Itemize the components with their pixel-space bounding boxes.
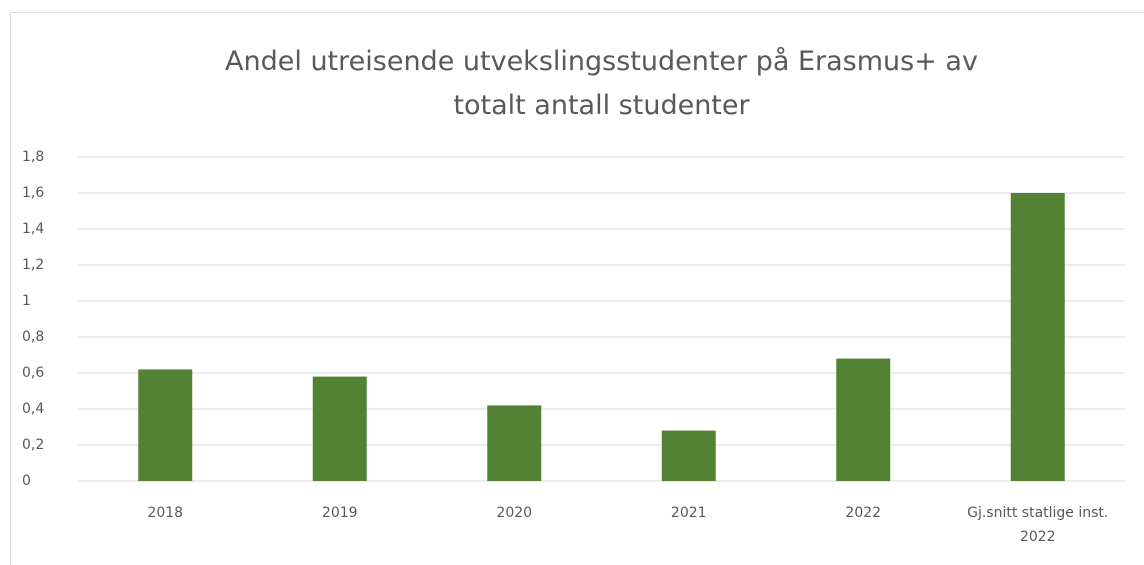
y-tick-label: 0,8 — [22, 329, 44, 345]
bar — [836, 358, 891, 481]
y-tick-label: 1,2 — [22, 257, 44, 273]
x-tick-label: 2020 — [496, 505, 533, 521]
y-tick-label: 0,6 — [22, 365, 44, 381]
y-tick-label: 1,4 — [22, 221, 44, 237]
bar — [138, 369, 193, 481]
x-tick-label: 2021 — [670, 505, 707, 521]
bar — [487, 405, 542, 481]
y-tick-label: 1,8 — [22, 149, 44, 165]
y-tick-label: 0,2 — [22, 437, 44, 453]
x-tick-label: 2018 — [147, 505, 184, 521]
y-tick-label: 0 — [22, 473, 31, 489]
y-tick-label: 1 — [22, 293, 31, 309]
bar — [1010, 193, 1065, 481]
bar — [661, 430, 716, 481]
chart-border — [10, 12, 1144, 565]
y-tick-label: 0,4 — [22, 401, 44, 417]
x-tick-label: 2022 — [845, 505, 882, 521]
x-tick-label: 2019 — [321, 505, 358, 521]
chart-title: Andel utreisende utvekslingsstudenter på… — [225, 46, 978, 121]
bar — [312, 376, 367, 481]
y-tick-label: 1,6 — [22, 185, 44, 201]
x-tick-label: Gj.snitt statlige inst. 2022 — [967, 505, 1109, 545]
